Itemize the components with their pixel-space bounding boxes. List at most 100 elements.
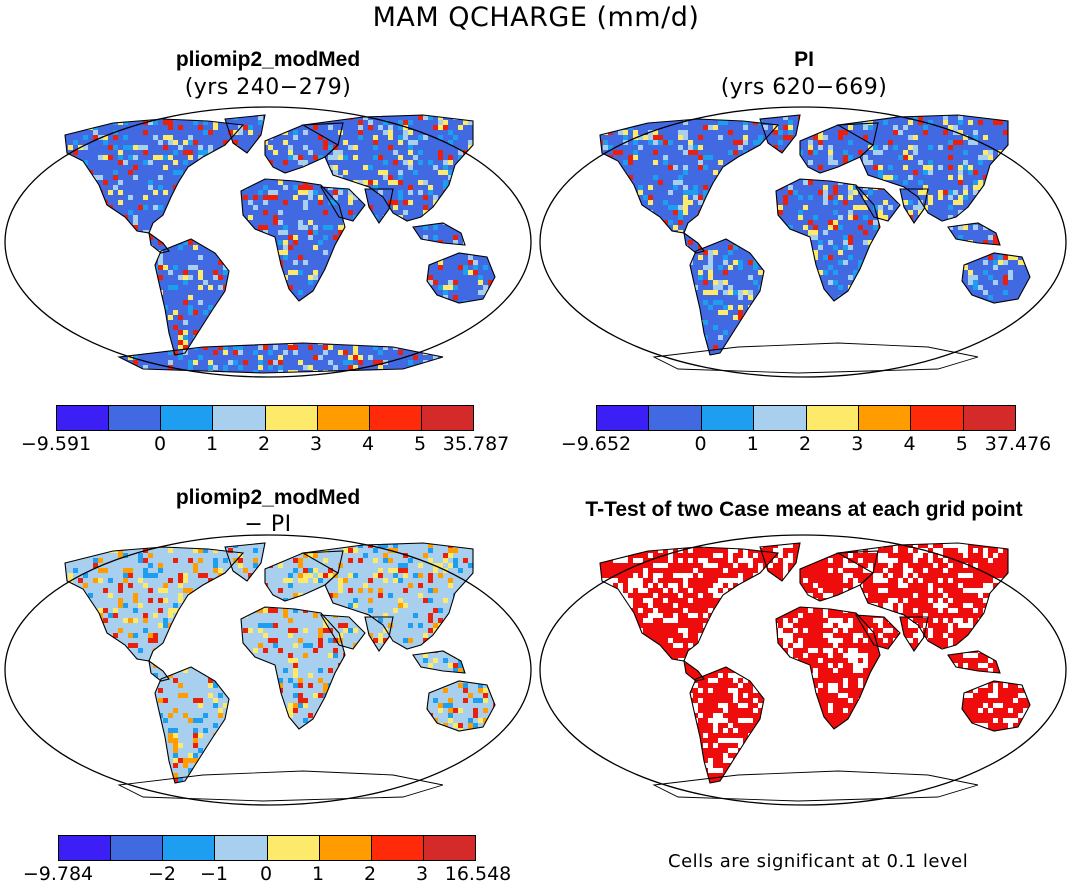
panel-1-subtitle: (yrs 240−279) bbox=[184, 75, 352, 100]
colorbar-tick-label: −9.784 bbox=[22, 863, 94, 885]
colorbar-tick-label: −9.652 bbox=[560, 433, 632, 455]
colorbar-tick-label: 0 bbox=[153, 433, 167, 455]
coastline-greenland bbox=[759, 542, 801, 582]
colorbar-pi bbox=[596, 405, 1016, 431]
coastline-maritime-se-asia bbox=[947, 222, 1001, 246]
colorbar-swatch bbox=[597, 406, 650, 430]
colorbar-difference bbox=[58, 835, 476, 861]
coastline-australia bbox=[961, 252, 1031, 304]
coastline-north-america bbox=[64, 546, 245, 662]
colorbar-swatch bbox=[754, 406, 807, 430]
panel-2-title: PI bbox=[794, 48, 814, 71]
coastline-central-america bbox=[683, 659, 705, 682]
map-difference bbox=[4, 534, 532, 806]
colorbar-swatch bbox=[319, 836, 372, 860]
map-border bbox=[4, 106, 532, 378]
colorbar-tick-label: 2 bbox=[363, 863, 377, 885]
coastline-india bbox=[364, 188, 394, 224]
coastline-europe bbox=[799, 122, 879, 174]
colorbar-tick-label: −2 bbox=[147, 863, 177, 885]
panel-4-title: T-Test of two Case means at each grid po… bbox=[585, 498, 1023, 521]
coastline-arabia bbox=[319, 186, 366, 222]
map-pi bbox=[539, 106, 1067, 378]
colorbar-tick-label: 3 bbox=[309, 433, 323, 455]
coastline-south-america bbox=[689, 238, 765, 356]
colorbar-swatch bbox=[161, 406, 214, 430]
coastline-maritime-se-asia bbox=[412, 222, 466, 246]
colorbar-tick-label: −9.591 bbox=[20, 433, 92, 455]
panel-3-title: pliomip2_modMed bbox=[175, 486, 361, 509]
colorbar-swatch bbox=[317, 406, 370, 430]
coastline-arabia bbox=[854, 186, 901, 222]
colorbar-tick-label: 5 bbox=[955, 433, 968, 455]
colorbar-tick-label: 1 bbox=[311, 863, 325, 885]
coastline-asia bbox=[836, 542, 1009, 650]
colorbar-swatch bbox=[111, 836, 164, 860]
colorbar-swatch bbox=[109, 406, 162, 430]
colorbar-tick-label: 4 bbox=[361, 433, 375, 455]
coastline-europe bbox=[264, 550, 344, 602]
coastline-india bbox=[364, 616, 394, 652]
coastline-north-america bbox=[599, 546, 780, 662]
colorbar-swatch bbox=[57, 406, 110, 430]
colorbar-tick-label: 35.787 bbox=[442, 433, 510, 455]
coastline-central-america bbox=[148, 231, 170, 254]
coastline-greenland bbox=[224, 542, 266, 582]
colorbar-swatch bbox=[911, 406, 964, 430]
colorbar-tick-label: 2 bbox=[798, 433, 812, 455]
colorbar-swatch bbox=[59, 836, 112, 860]
coastline-australia bbox=[426, 680, 496, 732]
colorbar-tick-label: 1 bbox=[746, 433, 759, 455]
map-border bbox=[4, 534, 532, 806]
colorbar-tick-label: 0 bbox=[259, 863, 273, 885]
colorbar-tick-label: 37.476 bbox=[984, 433, 1052, 455]
coastline-south-america bbox=[154, 666, 230, 784]
colorbar-pliomip2-modmed bbox=[56, 405, 474, 431]
colorbar-tick-label: 2 bbox=[257, 433, 271, 455]
colorbar-swatch bbox=[267, 836, 320, 860]
colorbar-tick-label: 0 bbox=[694, 433, 707, 455]
coastline-asia bbox=[301, 542, 474, 650]
coastline-south-america bbox=[689, 666, 765, 784]
map-border bbox=[539, 534, 1067, 806]
colorbar-tick-label: 16.548 bbox=[444, 863, 512, 885]
panel-2-subtitle: (yrs 620−669) bbox=[720, 75, 888, 100]
coastline-central-america bbox=[683, 231, 705, 254]
coastline-europe bbox=[264, 122, 344, 174]
coastline-europe bbox=[799, 550, 879, 602]
coastline-greenland bbox=[759, 114, 801, 154]
coastline-maritime-se-asia bbox=[947, 650, 1001, 674]
coastline-south-america bbox=[154, 238, 230, 356]
coastline-asia bbox=[301, 114, 474, 222]
coastline-greenland bbox=[224, 114, 266, 154]
colorbar-swatch bbox=[421, 406, 473, 430]
map-pliomip2-modmed bbox=[4, 106, 532, 378]
coastline-arabia bbox=[319, 614, 366, 650]
colorbar-swatch bbox=[649, 406, 702, 430]
colorbar-swatch bbox=[423, 836, 475, 860]
coastline-asia bbox=[836, 114, 1009, 222]
figure-title: MAM QCHARGE (mm/d) bbox=[372, 2, 700, 33]
coastline-africa bbox=[240, 606, 346, 730]
colorbar-swatch bbox=[858, 406, 912, 430]
colorbar-tick-label: 3 bbox=[415, 863, 429, 885]
coastline-africa bbox=[775, 606, 881, 730]
coastline-india bbox=[899, 616, 929, 652]
coastline-central-america bbox=[148, 659, 170, 682]
coastline-australia bbox=[961, 680, 1031, 732]
coastline-india bbox=[899, 188, 929, 224]
colorbar-swatch bbox=[265, 406, 318, 430]
colorbar-tick-label: 1 bbox=[205, 433, 219, 455]
panel-3-subtitle: − PI bbox=[244, 512, 292, 537]
colorbar-swatch bbox=[963, 406, 1015, 430]
colorbar-swatch bbox=[163, 836, 216, 860]
colorbar-swatch bbox=[213, 406, 266, 430]
coastline-arabia bbox=[854, 614, 901, 650]
map-ttest bbox=[539, 534, 1067, 806]
colorbar-tick-label: 4 bbox=[903, 433, 916, 455]
colorbar-swatch bbox=[701, 406, 755, 430]
colorbar-swatch bbox=[371, 836, 424, 860]
coastline-north-america bbox=[64, 118, 245, 234]
colorbar-swatch bbox=[215, 836, 268, 860]
coastline-maritime-se-asia bbox=[412, 650, 466, 674]
